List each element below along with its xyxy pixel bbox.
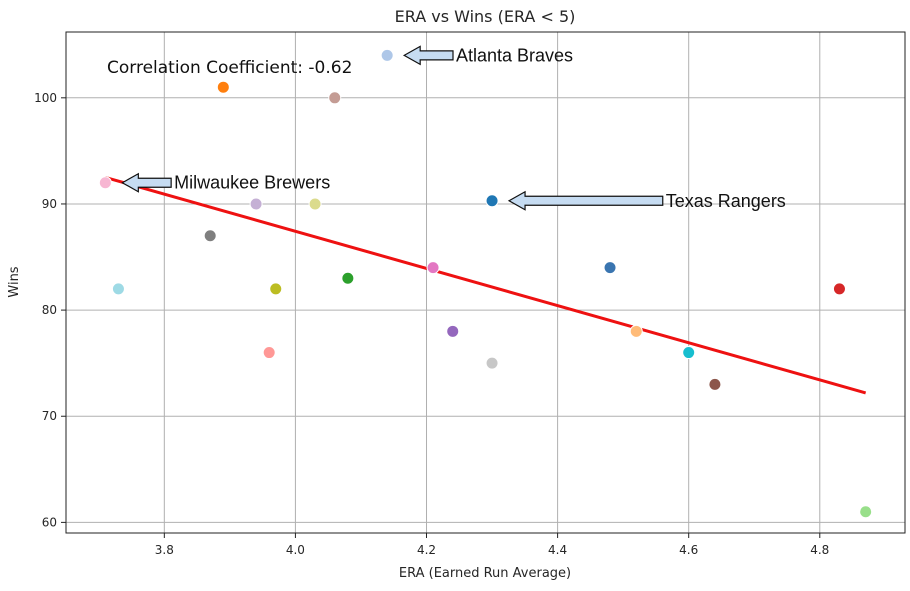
correlation-coefficient-text: Correlation Coefficient: -0.62 [107,58,352,78]
grid-lines [66,32,905,533]
data-point [341,271,355,285]
y-tick-label: 80 [42,303,57,317]
x-tick-label: 4.6 [679,543,698,557]
annotation-arrow [507,190,664,211]
trendline-group [104,175,867,395]
annotations: Atlanta Braves Milwaukee Brewers Texas Ran… [121,45,786,211]
data-point [262,346,276,360]
data-point [485,194,499,208]
data-point [380,48,394,62]
y-axis-label: Wins [7,266,22,297]
chart-title: ERA vs Wins (ERA < 5) [395,7,576,26]
data-point [111,282,125,296]
annotation-arrow [402,45,454,66]
data-point [249,197,263,211]
x-axis-ticks: 3.8 4.0 4.2 4.4 4.6 4.8 [155,533,829,557]
annotation-arrow [121,172,172,193]
y-tick-label: 90 [42,197,57,211]
annotation-label: Texas Rangers [666,191,786,211]
data-points [98,48,873,519]
x-tick-label: 4.0 [286,543,305,557]
data-point [308,197,322,211]
x-tick-label: 4.8 [810,543,829,557]
data-point [708,377,722,391]
y-tick-label: 70 [42,409,57,423]
data-point [682,346,696,360]
data-point [216,80,230,94]
regression-line [104,175,867,395]
data-point [832,282,846,296]
data-point [629,324,643,338]
data-point [446,324,460,338]
data-point [98,176,112,190]
x-tick-label: 4.2 [417,543,436,557]
annotation-label: Atlanta Braves [456,45,573,65]
x-tick-label: 4.4 [548,543,567,557]
data-point [426,261,440,275]
y-tick-label: 60 [42,515,57,529]
data-point [859,505,873,519]
data-point [485,356,499,370]
plot-frame [65,31,906,534]
data-point [269,282,283,296]
data-point [328,91,342,105]
y-axis-ticks: 60 70 80 90 100 [34,91,66,529]
x-tick-label: 3.8 [155,543,174,557]
data-point [603,261,617,275]
data-point [203,229,217,243]
x-axis-label: ERA (Earned Run Average) [399,566,571,581]
annotation-label: Milwaukee Brewers [174,173,330,193]
y-tick-label: 100 [34,91,57,105]
